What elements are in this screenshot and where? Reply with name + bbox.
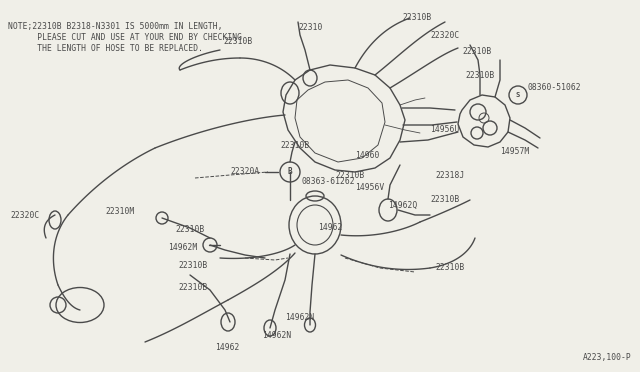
Text: 22310: 22310 xyxy=(298,23,323,32)
Text: PLEASE CUT AND USE AT YOUR END BY CHECKING: PLEASE CUT AND USE AT YOUR END BY CHECKI… xyxy=(8,33,242,42)
Text: 14962Q: 14962Q xyxy=(388,201,417,209)
Text: 14962N: 14962N xyxy=(262,330,291,340)
Text: 22310B: 22310B xyxy=(178,283,207,292)
Text: 22320C: 22320C xyxy=(430,31,460,39)
Text: 22310M: 22310M xyxy=(105,208,134,217)
Text: S: S xyxy=(516,92,520,98)
Text: 22310B: 22310B xyxy=(335,170,364,180)
Text: 22310B: 22310B xyxy=(465,71,494,80)
Text: 22310B: 22310B xyxy=(178,260,207,269)
Text: A223,100-P: A223,100-P xyxy=(583,353,632,362)
Text: 14962M: 14962M xyxy=(168,244,197,253)
Text: 08363-61262: 08363-61262 xyxy=(302,177,356,186)
Text: 14960: 14960 xyxy=(355,151,380,160)
Text: 14962: 14962 xyxy=(318,224,342,232)
Text: 08360-51062: 08360-51062 xyxy=(528,83,582,93)
Text: THE LENGTH OF HOSE TO BE REPLACED.: THE LENGTH OF HOSE TO BE REPLACED. xyxy=(8,44,203,53)
Text: 22310B: 22310B xyxy=(430,196,460,205)
Text: 22310B: 22310B xyxy=(223,38,252,46)
Text: 22310B: 22310B xyxy=(402,13,431,22)
Text: 22310B: 22310B xyxy=(175,225,204,234)
Text: 22310B: 22310B xyxy=(280,141,309,150)
Text: 22320C: 22320C xyxy=(10,211,39,219)
Text: NOTE;22310B B2318-N3301 IS 5000mm IN LENGTH,: NOTE;22310B B2318-N3301 IS 5000mm IN LEN… xyxy=(8,22,223,31)
Text: 14957M: 14957M xyxy=(500,148,529,157)
Text: 14956U: 14956U xyxy=(430,125,460,135)
Text: B: B xyxy=(288,167,292,176)
Text: 14962: 14962 xyxy=(215,343,239,353)
Text: 14962N: 14962N xyxy=(285,314,314,323)
Text: 14956V: 14956V xyxy=(355,183,384,192)
Text: 22310B: 22310B xyxy=(462,48,492,57)
Text: 22320A: 22320A xyxy=(230,167,259,176)
Text: 22310B: 22310B xyxy=(435,263,464,273)
Text: 22318J: 22318J xyxy=(435,170,464,180)
